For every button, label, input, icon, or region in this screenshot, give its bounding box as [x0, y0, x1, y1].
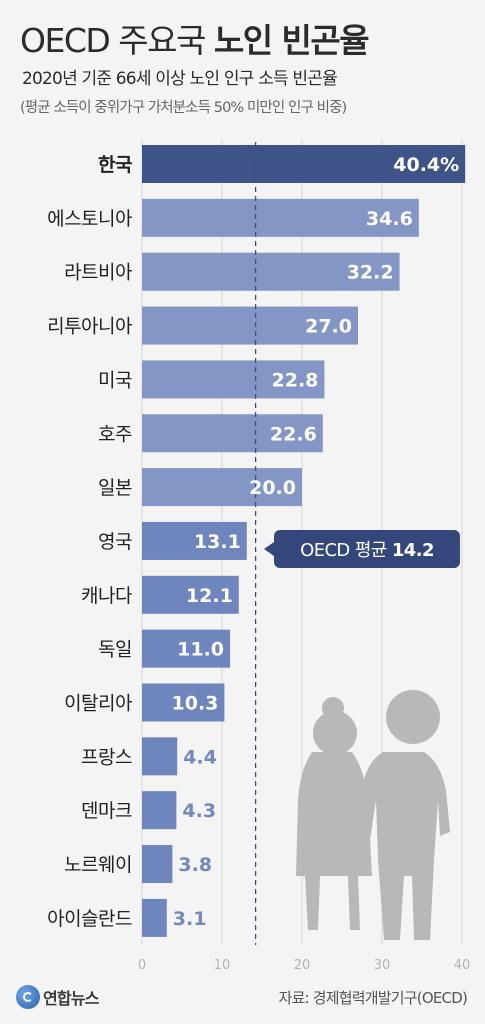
bar	[142, 306, 358, 345]
value-label: 40.4%	[393, 154, 459, 176]
bar	[142, 791, 177, 830]
elderly-couple-illustration	[296, 690, 450, 940]
bar	[142, 898, 167, 937]
value-label: 34.6	[366, 208, 413, 230]
value-label: 32.2	[347, 262, 394, 284]
source-note: 자료: 경제협력개발기구(OECD)	[278, 989, 468, 1007]
chart-subtitle: 2020년 기준 66세 이상 노인 인구 소득 빈곤율	[22, 69, 338, 89]
category-label: 프랑스	[81, 746, 132, 768]
category-label: 일본	[98, 477, 132, 499]
value-label: 22.8	[272, 369, 319, 391]
x-tick-label: 20	[294, 958, 311, 973]
value-label: 3.1	[173, 908, 207, 930]
page-title: OECD 주요국 노인 빈곤율	[20, 14, 370, 62]
category-label: 미국	[98, 369, 132, 391]
bar	[142, 145, 466, 183]
logo-text: 연합뉴스	[43, 989, 99, 1008]
x-tick-labels: 0 10 20 30 40	[138, 958, 470, 973]
category-label: 라트비아	[64, 262, 132, 284]
callout-pointer	[264, 542, 274, 556]
category-label: 아이슬란드	[47, 908, 132, 930]
bars	[142, 145, 466, 937]
value-label: 4.4	[183, 746, 217, 768]
category-label: 영국	[98, 531, 132, 553]
callout-text: OECD 평균 14.2	[300, 540, 434, 561]
callout-box	[274, 530, 460, 568]
value-labels: 40.4% 34.6 32.2 27.0 22.8 22.6 20.0 13.1 12.1 11.…	[172, 154, 460, 930]
bar	[142, 198, 419, 237]
category-label: 호주	[98, 423, 132, 445]
yonhap-logo: 연합뉴스	[16, 985, 99, 1009]
value-label: 20.0	[249, 477, 296, 499]
value-label: 27.0	[305, 316, 352, 338]
bar	[142, 845, 173, 884]
bar	[142, 683, 225, 722]
category-label: 덴마크	[81, 800, 132, 822]
callout-value: 14.2	[392, 540, 434, 561]
category-label: 독일	[98, 639, 132, 661]
value-label: 11.0	[177, 639, 224, 661]
title-bold: 노인 빈곤율	[213, 21, 370, 60]
value-label: 12.1	[186, 585, 233, 607]
value-label: 13.1	[194, 531, 241, 553]
x-tick-label: 10	[214, 958, 231, 973]
bar	[142, 252, 400, 291]
bar	[142, 521, 247, 560]
callout-label: OECD 평균	[300, 540, 392, 561]
bar	[142, 575, 239, 614]
category-label: 리투아니아	[47, 316, 132, 338]
value-label: 3.8	[178, 854, 212, 876]
value-label: 4.3	[182, 800, 216, 822]
category-label: 이탈리아	[64, 693, 132, 715]
bar	[142, 468, 302, 507]
bar	[142, 414, 323, 453]
category-label: 에스토니아	[47, 208, 132, 230]
value-label: 10.3	[172, 693, 219, 715]
category-labels: 한국에스토니아라트비아리투아니아미국호주일본영국캐나다독일이탈리아프랑스덴마크노…	[47, 154, 132, 930]
category-label: 노르웨이	[64, 854, 132, 876]
chart-note: (평균 소득이 중위가구 가처분소득 50% 미만인 인구 비중)	[20, 100, 347, 116]
bar	[142, 737, 178, 776]
x-tick-label: 40	[454, 958, 471, 973]
category-label: 한국	[98, 154, 132, 176]
x-tick-label: 0	[138, 958, 146, 973]
value-label: 22.6	[270, 423, 317, 445]
oecd-average-callout: OECD 평균 14.2	[264, 530, 460, 568]
bar	[142, 629, 230, 668]
x-tick-label: 30	[374, 958, 391, 973]
title-light: OECD 주요국	[20, 21, 214, 60]
yonhap-logo-icon	[16, 985, 40, 1009]
bar	[142, 360, 325, 399]
category-label: 캐나다	[81, 585, 132, 607]
